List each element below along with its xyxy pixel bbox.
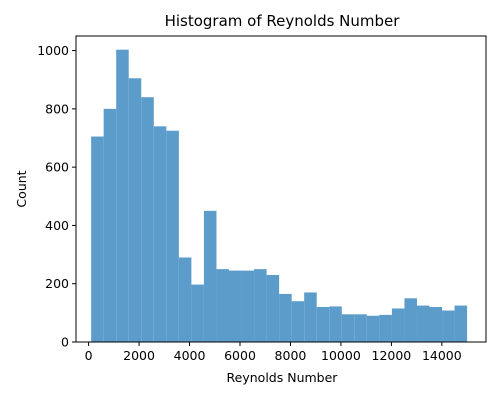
histogram-bar: [254, 269, 267, 342]
plot-frame: [75, 35, 487, 343]
histogram-bar: [228, 270, 242, 342]
histogram-bar: [216, 269, 229, 342]
y-tick-label: 200: [45, 276, 69, 291]
histogram-bar: [354, 314, 367, 342]
histogram-bar: [153, 126, 167, 342]
y-tick-label: 600: [45, 160, 69, 175]
y-tick-label: 0: [61, 335, 69, 350]
histogram-bar: [429, 307, 443, 342]
histogram-bar: [329, 306, 342, 342]
x-tick-label: 4000: [174, 348, 206, 363]
histogram-bar: [141, 97, 154, 342]
histogram-bar: [178, 257, 192, 342]
histogram-bar: [366, 315, 380, 342]
x-tick-label: 8000: [275, 348, 307, 363]
histogram-bar: [116, 49, 129, 342]
bars-group: [91, 49, 468, 342]
x-tick-label: 12000: [372, 348, 412, 363]
histogram-bar: [442, 310, 455, 342]
x-axis-label: Reynolds Number: [227, 370, 339, 385]
histogram-bar: [341, 314, 355, 342]
x-tick-label: 6000: [224, 348, 256, 363]
histogram-bar: [203, 210, 217, 342]
y-tick-label: 800: [45, 101, 69, 116]
y-tick-label: 400: [45, 218, 69, 233]
x-axis: 0 2000 4000 6000 8000 10000 12000 14000: [85, 342, 462, 363]
x-tick-label: 10000: [321, 348, 361, 363]
x-tick-label: 14000: [422, 348, 462, 363]
histogram-bar: [103, 108, 117, 342]
histogram-bar: [241, 270, 255, 342]
histogram-bar: [416, 305, 430, 342]
histogram-bar: [304, 292, 317, 342]
histogram-bar: [316, 307, 330, 342]
y-axis-label: Count: [14, 170, 29, 207]
histogram-bar: [128, 78, 142, 342]
y-axis: 0 200 400 600 800 1000: [37, 43, 76, 350]
histogram-bar: [391, 308, 405, 342]
histogram-bar: [404, 298, 417, 342]
chart-title: Histogram of Reynolds Number: [165, 12, 401, 30]
y-tick-label: 1000: [37, 43, 69, 58]
histogram-bar: [291, 301, 305, 342]
histogram-bar: [379, 314, 392, 342]
histogram-bar: [279, 293, 292, 342]
x-tick-label: 0: [85, 348, 93, 363]
histogram-bar: [166, 130, 179, 342]
histogram-bar: [191, 284, 204, 342]
histogram-bar: [454, 305, 468, 342]
x-tick-label: 2000: [123, 348, 155, 363]
histogram-bar: [266, 274, 280, 342]
histogram-bar: [91, 136, 104, 342]
